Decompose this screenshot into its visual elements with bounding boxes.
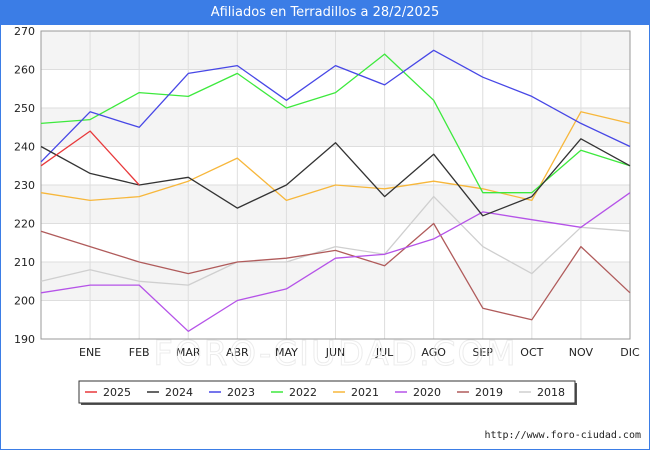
x-tick-label: NOV [569,346,594,359]
legend-label-2024: 2024 [165,386,193,399]
y-tick-label: 270 [14,25,35,38]
series-line-2025 [40,130,140,186]
y-tick-label: 210 [14,256,35,269]
series-line-2022 [40,53,631,194]
legend-label-2021: 2021 [351,386,379,399]
plot-area-border [40,30,631,340]
watermark: FORO-CIUDAD.COM [153,334,517,374]
x-tick-label: OCT [520,346,543,359]
series-line-2021 [40,111,631,202]
series-line-2018 [40,195,631,286]
legend-label-2020: 2020 [413,386,441,399]
series-line-2023 [40,49,631,163]
legend-label-2023: 2023 [227,386,255,399]
x-tick-label: ENE [79,346,101,359]
x-tick-label: DIC [620,346,640,359]
y-tick-label: 220 [14,218,35,231]
x-tick-label: AGO [421,346,446,359]
x-tick-label: MAR [176,346,201,359]
y-tick-label: 200 [14,295,35,308]
source-url[interactable]: http://www.foro-ciudad.com [484,430,641,441]
line-chart: 190 200 210 220 230 240 250 260 270 ENE FEB MAR ABR M… [14,25,640,405]
series-line-2020 [40,192,631,332]
chart-title: Afiliados en Terradillos a 28/2/2025 [1,1,649,25]
x-tick-label: JUN [325,346,346,359]
x-tick-label: FEB [129,346,150,359]
x-tick-label: JUL [375,346,394,359]
legend-label-2019: 2019 [475,386,503,399]
series-line-2019 [40,222,631,321]
x-tick-label: ABR [226,346,249,359]
legend-label-2022: 2022 [289,386,317,399]
y-tick-label: 260 [14,64,35,77]
y-tick-label: 240 [14,141,35,154]
x-tick-label: MAY [275,346,298,359]
y-tick-label: 190 [14,333,35,346]
x-tick-label: SEP [472,346,493,359]
legend-label-2025: 2025 [103,386,131,399]
y-tick-label: 230 [14,179,35,192]
legend [78,380,576,404]
legend-label-2018: 2018 [537,386,565,399]
y-tick-label: 250 [14,102,35,115]
